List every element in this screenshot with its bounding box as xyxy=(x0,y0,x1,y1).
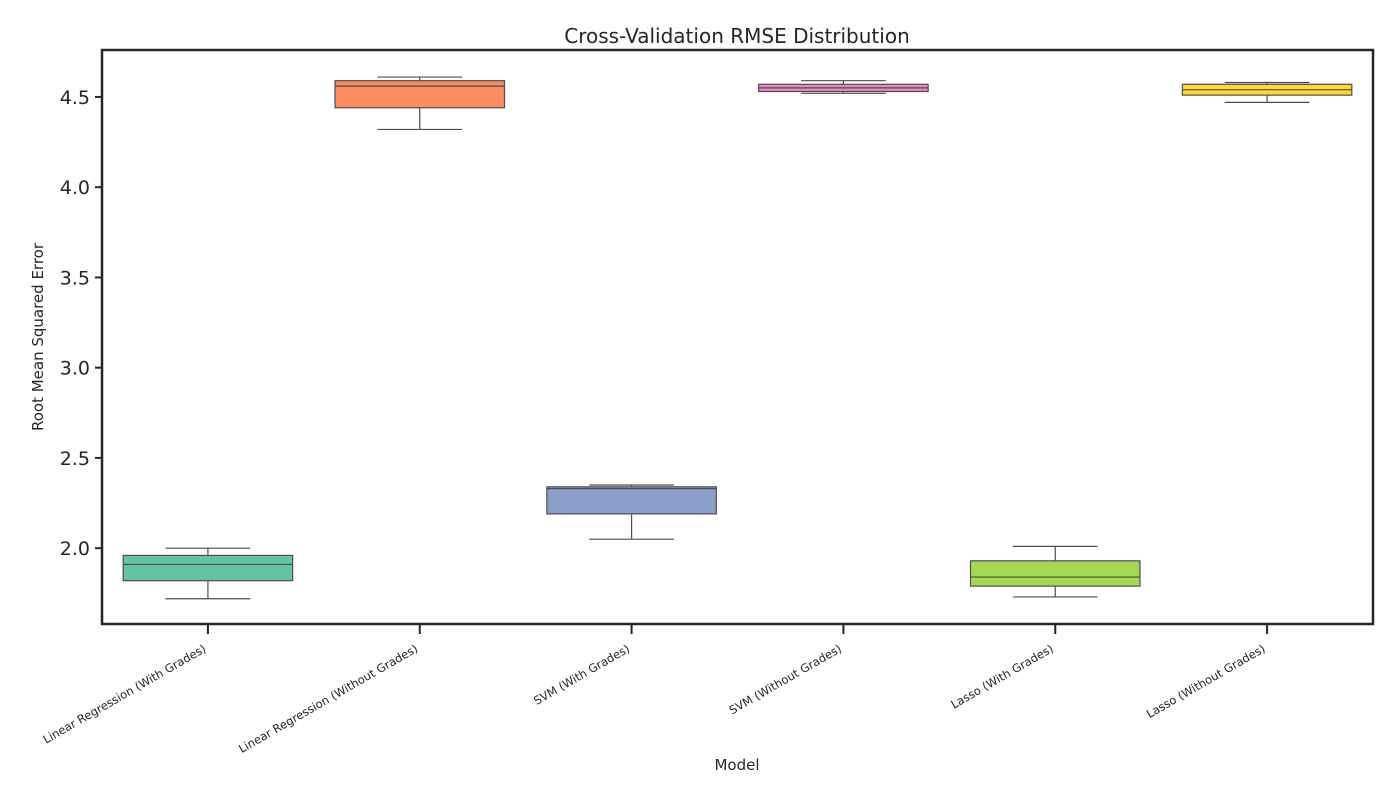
box-iqr xyxy=(969,560,1141,587)
box-group xyxy=(122,547,294,600)
ytick-label: 4.5 xyxy=(60,87,90,109)
chart-title: Cross-Validation RMSE Distribution xyxy=(564,24,910,48)
xtick-label: SVM (Without Grades) xyxy=(727,641,844,717)
xtick-label: Lasso (Without Grades) xyxy=(1144,641,1268,721)
box-group xyxy=(758,80,929,94)
boxes-layer xyxy=(122,76,1353,600)
ytick-label: 2.5 xyxy=(60,448,90,470)
xtick-label: Lasso (With Grades) xyxy=(948,641,1055,711)
box-group xyxy=(969,545,1141,598)
box-iqr xyxy=(546,486,717,515)
box-group xyxy=(546,484,717,540)
ytick-label: 3.5 xyxy=(60,267,90,289)
ytick-label: 3.0 xyxy=(60,358,90,380)
plot-frame xyxy=(100,48,1375,626)
ytick-label: 2.0 xyxy=(60,538,90,560)
y-axis-label: Root Mean Squared Error xyxy=(29,242,47,431)
ytick-label: 4.0 xyxy=(60,177,90,199)
xtick-label: Linear Regression (With Grades) xyxy=(41,641,209,746)
xtick-label: Linear Regression (Without Grades) xyxy=(236,641,420,755)
box-iqr xyxy=(122,554,294,582)
box-iqr xyxy=(334,80,506,109)
xtick-label: SVM (With Grades) xyxy=(531,641,632,707)
box-group xyxy=(334,76,506,131)
y-axis: 2.0 2.5 3.0 3.5 4.0 4.5 xyxy=(60,87,102,560)
x-axis-label: Model xyxy=(714,756,759,774)
x-axis: Linear Regression (With Grades) Linear Re… xyxy=(41,624,1269,756)
box-group xyxy=(1181,81,1353,103)
